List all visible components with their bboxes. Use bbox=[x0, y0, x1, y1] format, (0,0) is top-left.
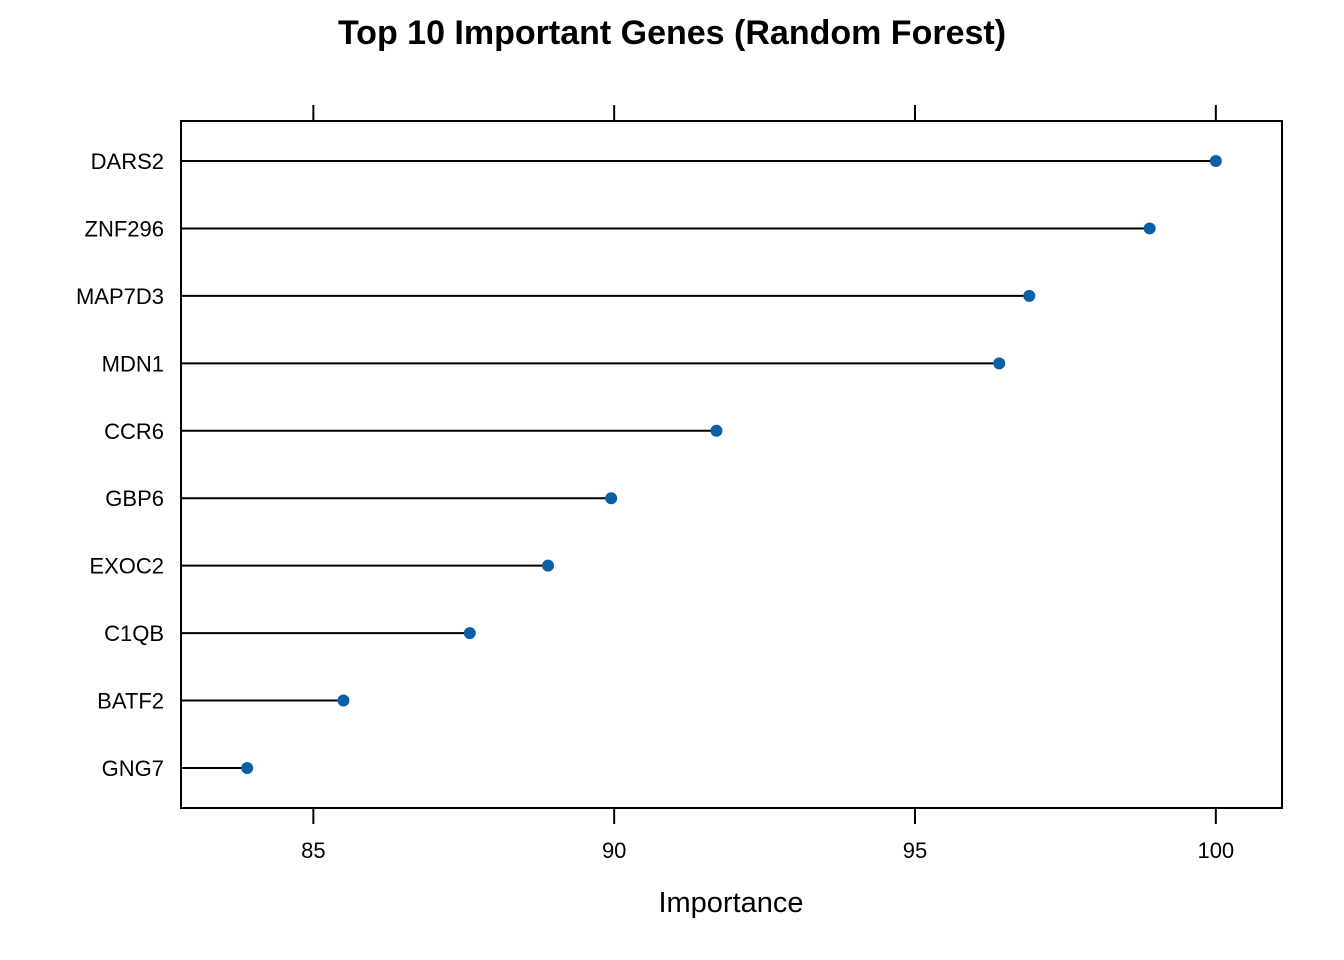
plot-frame bbox=[180, 120, 1283, 809]
gene-label-c1qb: C1QB bbox=[104, 621, 164, 646]
bottom-axis: 85 90 95 100 bbox=[301, 808, 1234, 863]
point-ccr6 bbox=[710, 424, 723, 437]
data-points bbox=[241, 155, 1222, 774]
point-mdn1 bbox=[993, 357, 1006, 370]
point-gbp6 bbox=[605, 492, 618, 505]
x-axis-label: Importance bbox=[658, 887, 803, 919]
x-tick-label-85: 85 bbox=[301, 838, 325, 863]
gene-label-gbp6: GBP6 bbox=[105, 486, 164, 511]
lollipop-stems bbox=[181, 160, 1216, 769]
x-tick-label-95: 95 bbox=[903, 838, 927, 863]
point-exoc2 bbox=[542, 559, 554, 572]
gene-label-mdn1: MDN1 bbox=[102, 351, 164, 376]
point-gng7 bbox=[241, 762, 254, 774]
gene-label-ccr6: CCR6 bbox=[104, 419, 164, 444]
top-axis-ticks bbox=[312, 105, 1217, 121]
gene-labels: DARS2 ZNF296 MAP7D3 MDN1 CCR6 GBP6 EXOC2 C1QB BA… bbox=[76, 149, 164, 781]
chart-title: Top 10 Important Genes (Random Forest) bbox=[338, 14, 1006, 52]
gene-label-gng7: GNG7 bbox=[102, 756, 164, 781]
point-dars2 bbox=[1209, 155, 1222, 167]
point-batf2 bbox=[337, 694, 350, 707]
point-map7d3 bbox=[1023, 289, 1036, 302]
gene-label-znf296: ZNF296 bbox=[85, 216, 164, 241]
x-tick-label-100: 100 bbox=[1197, 838, 1234, 863]
gene-label-dars2: DARS2 bbox=[91, 149, 164, 174]
gene-label-batf2: BATF2 bbox=[97, 689, 164, 714]
gene-label-map7d3: MAP7D3 bbox=[76, 284, 164, 309]
point-znf296 bbox=[1143, 222, 1156, 235]
x-tick-label-90: 90 bbox=[602, 838, 626, 863]
gene-label-exoc2: EXOC2 bbox=[89, 554, 164, 579]
point-c1qb bbox=[463, 627, 476, 640]
